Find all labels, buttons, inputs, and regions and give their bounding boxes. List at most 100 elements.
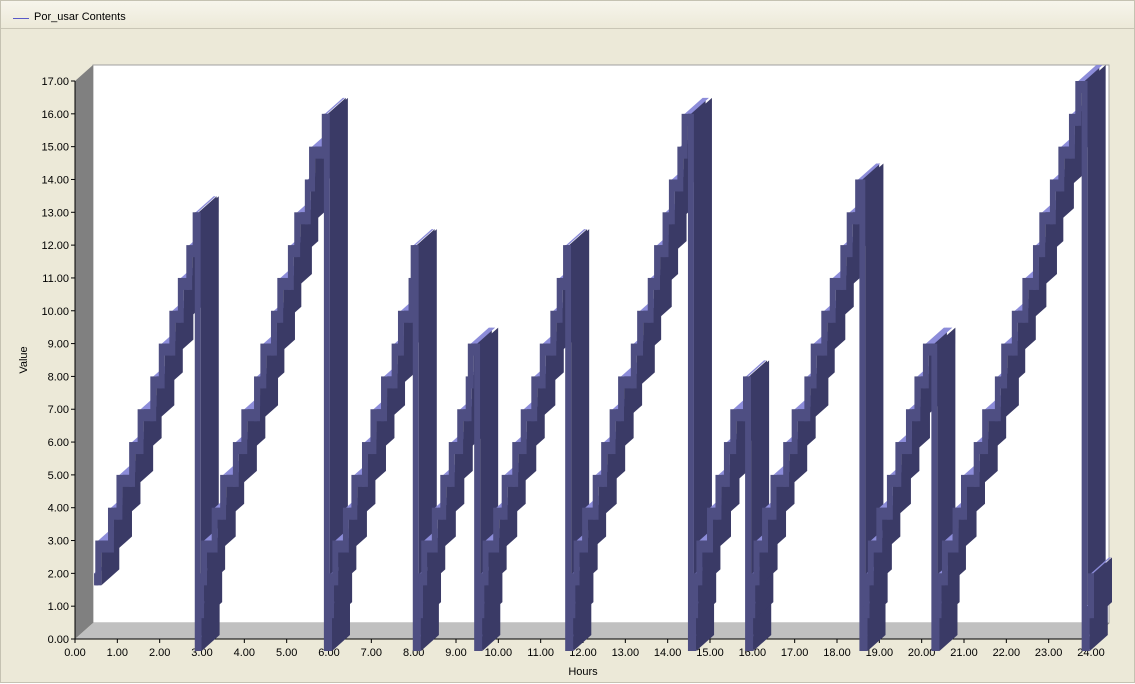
x-axis-title: Hours bbox=[568, 666, 598, 678]
data-step bbox=[98, 540, 111, 553]
y-tick-label: 16.00 bbox=[41, 109, 69, 121]
data-step bbox=[1071, 113, 1079, 126]
data-step bbox=[595, 474, 605, 487]
data-step bbox=[1042, 212, 1053, 225]
data-riser bbox=[687, 113, 694, 651]
data-riser bbox=[654, 245, 661, 290]
data-riser bbox=[440, 474, 447, 520]
data-step bbox=[235, 442, 245, 455]
data-riser bbox=[520, 409, 527, 455]
data-riser bbox=[681, 113, 688, 159]
data-riser bbox=[421, 540, 428, 586]
data-step bbox=[460, 409, 469, 422]
data-step-top bbox=[324, 97, 345, 114]
data-riser bbox=[493, 507, 500, 553]
data-step bbox=[640, 310, 651, 323]
data-step bbox=[870, 540, 880, 553]
data-step bbox=[699, 540, 710, 553]
data-riser bbox=[941, 540, 948, 586]
x-tick-label: 18.00 bbox=[823, 647, 851, 659]
data-step bbox=[733, 409, 746, 422]
data-riser bbox=[747, 606, 754, 651]
data-step bbox=[172, 310, 181, 323]
x-tick-label: 0.00 bbox=[64, 647, 85, 659]
data-riser bbox=[730, 409, 737, 455]
data-riser bbox=[1075, 81, 1082, 126]
data-riser bbox=[863, 573, 870, 619]
data-riser bbox=[241, 409, 248, 455]
data-step bbox=[917, 376, 926, 389]
data-riser bbox=[867, 540, 874, 586]
y-tick-label: 9.00 bbox=[48, 339, 69, 351]
data-riser bbox=[370, 409, 377, 455]
data-step bbox=[180, 277, 190, 290]
data-riser bbox=[457, 409, 464, 455]
data-step bbox=[312, 146, 325, 159]
data-riser bbox=[254, 376, 261, 422]
data-riser bbox=[195, 606, 202, 651]
data-riser bbox=[539, 343, 546, 389]
data-riser bbox=[707, 507, 713, 553]
data-step-top bbox=[745, 360, 767, 377]
data-riser bbox=[260, 343, 267, 389]
data-riser bbox=[328, 573, 335, 619]
x-tick-label: 17.00 bbox=[781, 647, 809, 659]
data-riser bbox=[662, 212, 669, 258]
data-riser bbox=[476, 606, 483, 651]
data-riser bbox=[630, 343, 637, 389]
y-tick-label: 17.00 bbox=[41, 76, 69, 88]
data-riser bbox=[95, 540, 102, 586]
x-tick-label: 13.00 bbox=[612, 647, 640, 659]
data-riser bbox=[637, 310, 644, 356]
data-riser bbox=[397, 310, 404, 356]
x-tick-label: 12.00 bbox=[569, 647, 597, 659]
y-tick-label: 12.00 bbox=[41, 240, 69, 252]
data-step bbox=[665, 212, 672, 225]
data-riser bbox=[692, 573, 699, 619]
y-tick-label: 4.00 bbox=[48, 503, 69, 515]
data-step bbox=[1004, 343, 1015, 356]
data-riser bbox=[361, 442, 368, 487]
data-step bbox=[394, 343, 401, 356]
data-riser bbox=[391, 343, 398, 389]
data-step bbox=[997, 376, 1005, 389]
data-step bbox=[204, 540, 215, 553]
data-step-top bbox=[858, 163, 881, 180]
data-riser bbox=[770, 474, 777, 520]
legend-label[interactable]: Por_usar Contents bbox=[34, 11, 126, 23]
data-riser bbox=[531, 376, 538, 422]
x-tick-label: 10.00 bbox=[485, 647, 513, 659]
data-step bbox=[161, 343, 173, 356]
data-step bbox=[985, 409, 998, 422]
data-riser bbox=[922, 343, 929, 389]
data-riser bbox=[1039, 212, 1046, 258]
data-riser bbox=[158, 343, 165, 389]
data-step bbox=[451, 442, 461, 455]
x-tick-label: 6.00 bbox=[318, 647, 339, 659]
data-step bbox=[898, 442, 909, 455]
data-riser bbox=[1088, 573, 1094, 619]
y-tick-label: 11.00 bbox=[42, 273, 69, 285]
y-tick-label: 14.00 bbox=[41, 174, 69, 186]
data-step bbox=[364, 442, 374, 455]
data-riser bbox=[116, 474, 123, 520]
data-step bbox=[470, 343, 478, 356]
x-tick-label: 14.00 bbox=[654, 647, 682, 659]
data-riser bbox=[1011, 310, 1018, 356]
data-riser bbox=[690, 606, 697, 651]
data-step bbox=[786, 442, 795, 455]
data-step bbox=[1025, 277, 1036, 290]
data-step bbox=[879, 507, 890, 520]
x-tick-label: 1.00 bbox=[107, 647, 128, 659]
data-step-top bbox=[413, 229, 434, 246]
data-step bbox=[373, 409, 385, 422]
data-riser bbox=[931, 343, 938, 651]
y-tick-label: 3.00 bbox=[48, 536, 69, 548]
data-step bbox=[964, 474, 977, 487]
data-step bbox=[354, 474, 365, 487]
data-step-top bbox=[195, 196, 216, 213]
data-step bbox=[297, 212, 308, 225]
data-riser bbox=[914, 376, 921, 422]
data-riser bbox=[1081, 81, 1088, 651]
y-axis-title: Value bbox=[18, 346, 30, 373]
